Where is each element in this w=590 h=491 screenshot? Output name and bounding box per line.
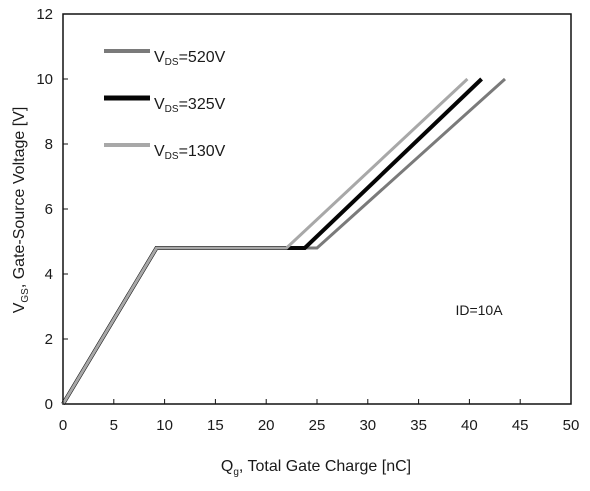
x-tick-label: 45 xyxy=(512,417,529,434)
x-tick-label: 0 xyxy=(59,417,67,434)
x-tick-label: 30 xyxy=(359,417,376,434)
legend-label-1: VDS=520V xyxy=(154,49,226,68)
series-line-1 xyxy=(61,77,507,405)
y-axis-label: VGS, Gate-Source Voltage [V] xyxy=(11,107,31,314)
y-tick-label: 6 xyxy=(45,201,53,218)
x-tick-label: 50 xyxy=(563,417,580,434)
series-line-3 xyxy=(61,77,469,405)
x-tick-label: 25 xyxy=(309,417,326,434)
legend-label-3: VDS=130V xyxy=(154,143,226,162)
x-axis-label: Qg, Total Gate Charge [nC] xyxy=(221,458,411,478)
y-tick-label: 12 xyxy=(36,6,53,23)
y-tick-label: 10 xyxy=(36,71,53,88)
y-tick-label: 8 xyxy=(45,136,53,153)
x-tick-label: 5 xyxy=(110,417,118,434)
plot-frame xyxy=(62,13,572,405)
x-tick-label: 15 xyxy=(207,417,224,434)
y-tick-label: 0 xyxy=(45,396,53,413)
y-tick-label: 4 xyxy=(45,266,53,283)
condition-annotation: ID=10A xyxy=(455,302,503,318)
series-line-2 xyxy=(61,77,483,406)
legend-label-2: VDS=325V xyxy=(154,96,226,115)
y-tick-label: 2 xyxy=(45,331,53,348)
x-tick-label: 35 xyxy=(410,417,427,434)
x-tick-label: 20 xyxy=(258,417,275,434)
x-tick-label: 10 xyxy=(156,417,173,434)
x-tick-label: 40 xyxy=(461,417,478,434)
